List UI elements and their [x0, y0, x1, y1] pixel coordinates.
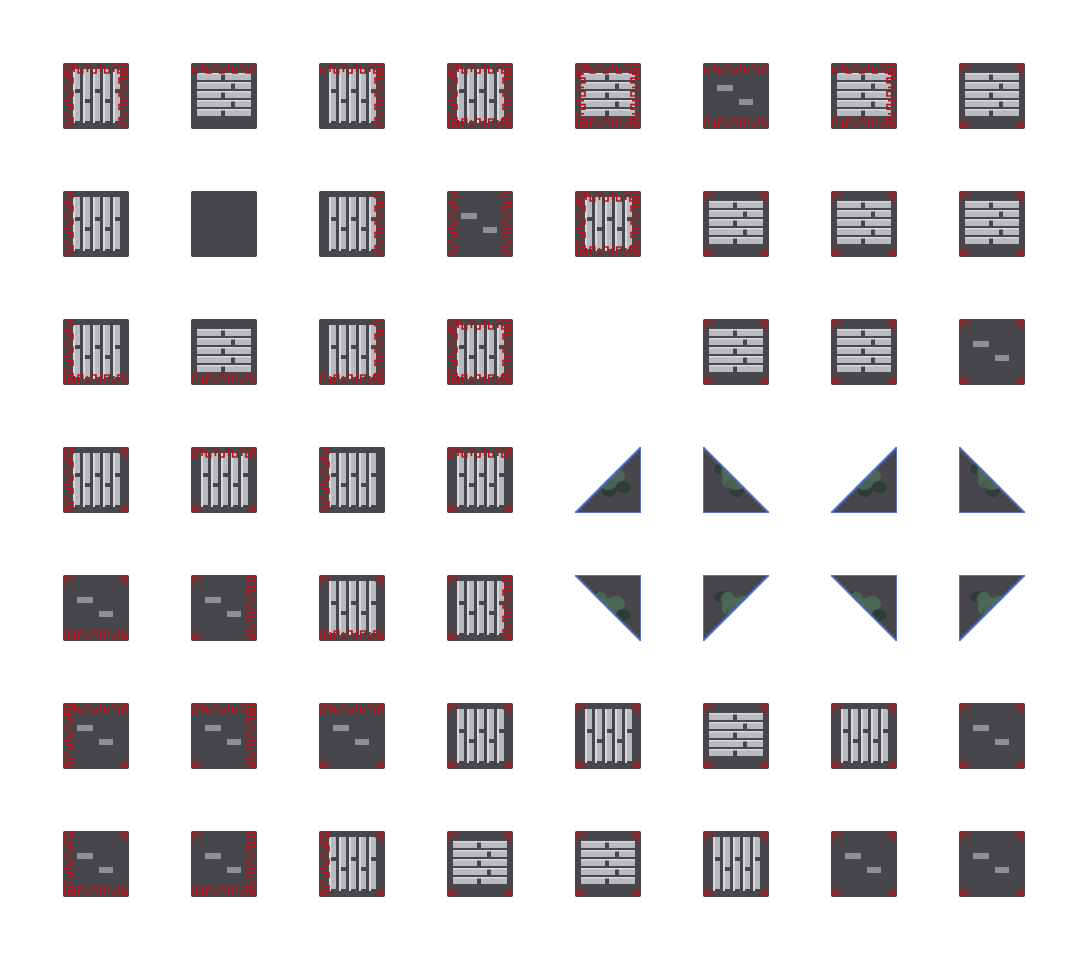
tile-r7c6 [703, 831, 769, 897]
tile-r1c4 [447, 63, 513, 129]
tile-r6c2 [191, 703, 257, 769]
tile-r4c4 [447, 447, 513, 513]
tile-r7c3 [319, 831, 385, 897]
tile-r3c6 [703, 319, 769, 385]
tile-r2c3 [319, 191, 385, 257]
tile-r4c8 [959, 447, 1025, 513]
tile-r7c8 [959, 831, 1025, 897]
tile-r2c4 [447, 191, 513, 257]
tile-r6c1 [63, 703, 129, 769]
tile-r2c1 [63, 191, 129, 257]
tile-r5c6 [703, 575, 769, 641]
tile-r5c2 [191, 575, 257, 641]
tile-r3c1 [63, 319, 129, 385]
tile-r4c1 [63, 447, 129, 513]
tile-r4c5 [575, 447, 641, 513]
tile-r5c3 [319, 575, 385, 641]
tile-r7c5 [575, 831, 641, 897]
tile-r1c8 [959, 63, 1025, 129]
tile-r3c4 [447, 319, 513, 385]
tile-r2c8 [959, 191, 1025, 257]
tile-r3c3 [319, 319, 385, 385]
tile-r5c1 [63, 575, 129, 641]
tile-r4c3 [319, 447, 385, 513]
tile-r7c7 [831, 831, 897, 897]
tile-r1c2 [191, 63, 257, 129]
tile-r3c8 [959, 319, 1025, 385]
tile-r2c7 [831, 191, 897, 257]
tile-r1c1 [63, 63, 129, 129]
tile-r4c2 [191, 447, 257, 513]
tile-r6c7 [831, 703, 897, 769]
tile-r6c3 [319, 703, 385, 769]
tile-r6c5 [575, 703, 641, 769]
tile-r5c4 [447, 575, 513, 641]
tile-r5c7 [831, 575, 897, 641]
tile-r7c2 [191, 831, 257, 897]
tile-r2c6 [703, 191, 769, 257]
tile-r1c7 [831, 63, 897, 129]
tile-r7c1 [63, 831, 129, 897]
tile-r2c2 [191, 191, 257, 257]
tile-r4c7 [831, 447, 897, 513]
tile-r6c6 [703, 703, 769, 769]
tile-r6c4 [447, 703, 513, 769]
tile-r6c8 [959, 703, 1025, 769]
tile-r5c8 [959, 575, 1025, 641]
tile-r3c2 [191, 319, 257, 385]
tile-r5c5 [575, 575, 641, 641]
tile-r1c6 [703, 63, 769, 129]
tile-r3c5 [575, 319, 641, 385]
tile-r2c5 [575, 191, 641, 257]
tile-r4c6 [703, 447, 769, 513]
tile-r3c7 [831, 319, 897, 385]
tile-r1c3 [319, 63, 385, 129]
tile-r7c4 [447, 831, 513, 897]
tile-r1c5 [575, 63, 641, 129]
